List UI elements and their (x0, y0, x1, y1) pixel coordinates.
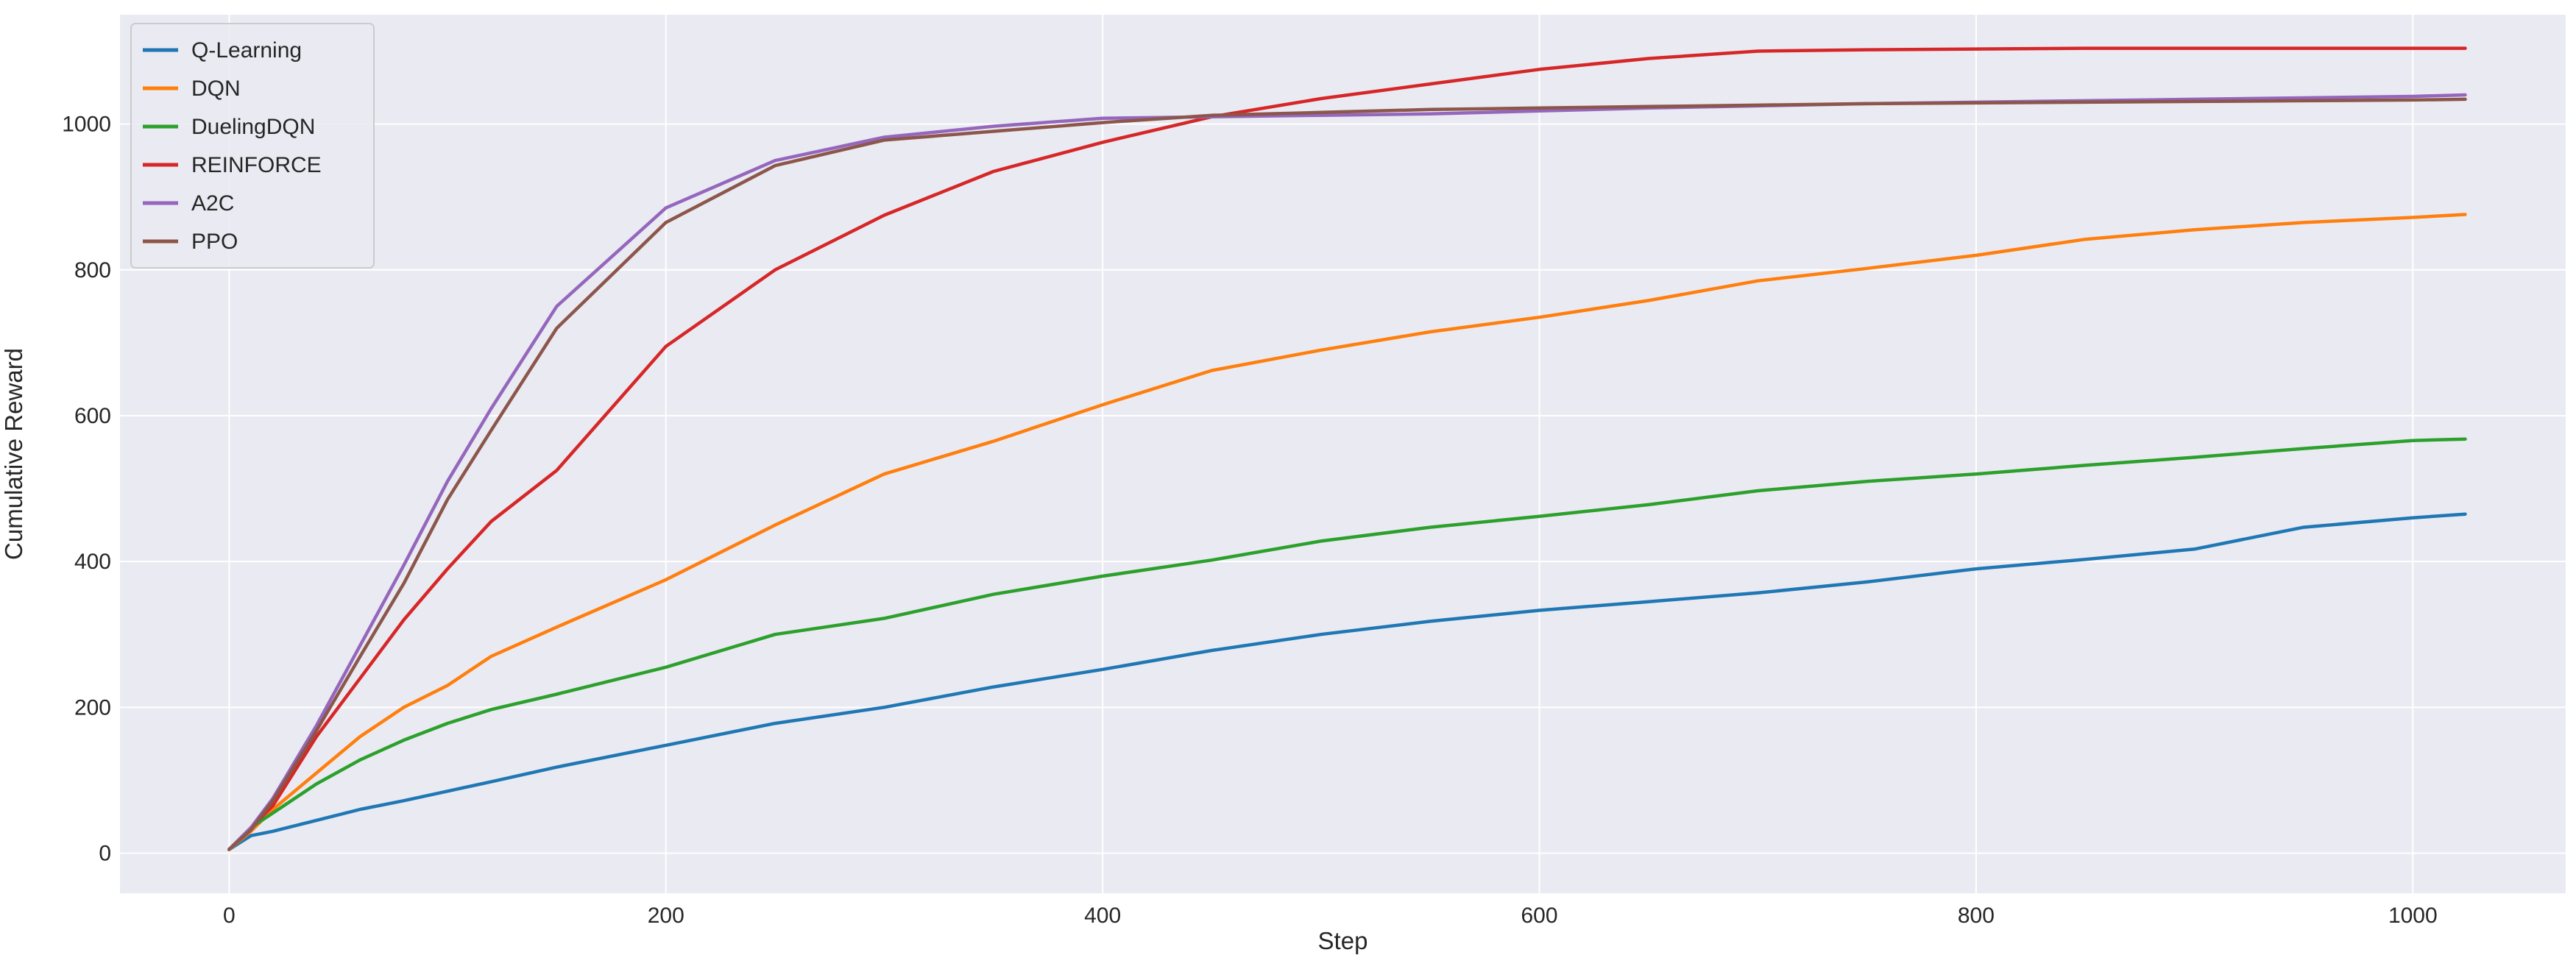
legend: Q-Learning DQN DuelingDQN REINFORCE A2C PPO (130, 23, 375, 269)
series-line-duelingdqn (227, 437, 2467, 851)
legend-label: REINFORCE (191, 153, 322, 177)
y-tick-label: 0 (99, 842, 111, 866)
y-tick-label: 800 (74, 258, 111, 283)
x-tick-label: 200 (648, 904, 684, 928)
series-lines (227, 46, 2467, 851)
y-tick-label: 1000 (62, 113, 111, 137)
series-line-reinforce (227, 46, 2467, 851)
series-line-q-learning (227, 512, 2467, 851)
legend-label: Q-Learning (191, 38, 302, 63)
x-axis-ticks: 0 200 400 600 800 1000 (223, 904, 2438, 928)
legend-label: A2C (191, 191, 234, 216)
legend-label: DQN (191, 77, 241, 101)
plot-area (120, 15, 2566, 893)
y-axis-label: Cumulative Reward (0, 348, 27, 560)
series-line-dqn (227, 213, 2467, 851)
legend-box (130, 23, 375, 269)
legend-label: DuelingDQN (191, 115, 315, 139)
y-axis-ticks: 0 200 400 600 800 1000 (62, 113, 111, 866)
x-tick-label: 1000 (2388, 904, 2438, 928)
x-tick-label: 800 (1958, 904, 1995, 928)
y-tick-label: 600 (74, 404, 111, 428)
x-axis-label: Step (1318, 927, 1368, 954)
x-tick-label: 400 (1084, 904, 1121, 928)
x-tick-label: 0 (223, 904, 236, 928)
y-tick-label: 200 (74, 695, 111, 720)
grid-lines (120, 15, 2566, 893)
series-line-ppo (227, 97, 2467, 851)
x-tick-label: 600 (1521, 904, 1557, 928)
legend-label: PPO (191, 230, 238, 254)
y-tick-label: 400 (74, 550, 111, 574)
